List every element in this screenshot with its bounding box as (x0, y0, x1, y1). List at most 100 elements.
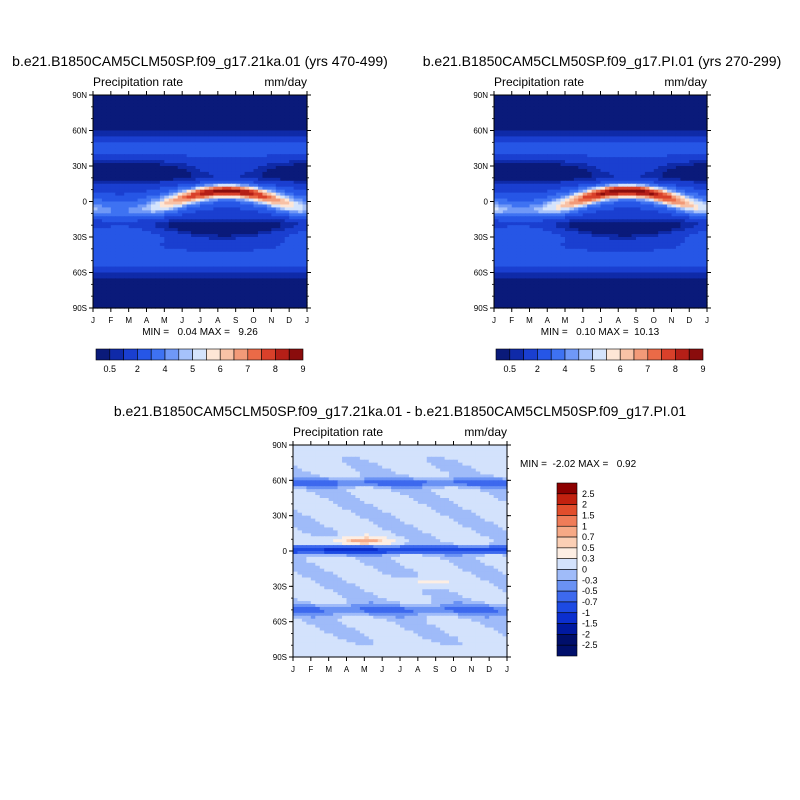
panel-1-cell (208, 219, 214, 223)
panel-2-cell (551, 166, 557, 170)
panel-1-cell (93, 136, 99, 140)
panel-1-cell (106, 254, 112, 259)
panel-1-cell (298, 171, 304, 176)
x-tick-label: S (233, 316, 238, 325)
panel-1-cell (168, 183, 174, 188)
panel-1-cell (293, 260, 299, 265)
panel-1-cell (266, 222, 272, 226)
panel-1-cell (146, 237, 152, 241)
panel-2-cell (671, 136, 677, 140)
panel-2-cell (516, 139, 522, 143)
panel-1-cell (204, 210, 210, 214)
panel-1-cell (186, 171, 192, 176)
panel-2-cell (604, 100, 610, 105)
panel-1-cell (217, 142, 223, 146)
panel-1-cell (150, 260, 157, 265)
panel-1-cell (289, 95, 295, 99)
panel-1-cell (298, 299, 304, 303)
panel-1-cell (298, 189, 304, 194)
panel-1-cell (280, 272, 286, 277)
panel-1-cell (195, 112, 201, 117)
panel-1-cell (289, 106, 295, 111)
panel-1-cell (177, 219, 183, 223)
panel-2-cell (520, 154, 526, 158)
panel-1-cell (289, 168, 295, 173)
panel-1-cell (142, 222, 148, 226)
panel-2-cell (631, 112, 637, 117)
panel-1-cell (110, 245, 116, 250)
panel-1-cell (133, 296, 139, 300)
panel-2-cell (702, 97, 708, 102)
panel-1-cell (155, 95, 161, 99)
panel-2-cell (653, 148, 659, 152)
panel-1-cell (204, 145, 210, 149)
panel-1-cell (266, 145, 272, 149)
panel-1-cell (244, 133, 250, 138)
panel-2-cell (631, 121, 637, 126)
panel-1-cell (128, 130, 134, 135)
panel-1-cell (150, 231, 157, 235)
panel-1-cell (115, 207, 121, 211)
panel-1-cell (124, 278, 130, 282)
panel-2-cell (609, 130, 615, 135)
panel-1-cell (146, 266, 152, 271)
panel-2-cell (640, 154, 646, 158)
panel-2-cell (667, 95, 673, 99)
panel-2-cell (684, 154, 690, 158)
panel-2-cell (613, 118, 619, 123)
panel-2-cell (502, 124, 508, 129)
panel-1-cell (240, 278, 246, 282)
panel-1-cell (195, 195, 201, 200)
panel-1-cell (284, 145, 290, 149)
panel-1-cell (186, 163, 192, 167)
panel-2-cell (653, 121, 659, 126)
panel-1-cell (240, 95, 246, 99)
panel-1-cell (244, 168, 250, 173)
panel-1-cell (240, 213, 246, 217)
panel-2-cell (498, 103, 504, 108)
panel-1-cell (128, 302, 134, 306)
panel-1-cell (164, 136, 170, 140)
panel-2-cell (613, 121, 619, 126)
panel-1-cell (266, 118, 272, 123)
panel-1-cell (249, 296, 255, 300)
panel-1-cell (182, 145, 188, 149)
panel-1-cell (204, 115, 210, 120)
panel-1-cell (195, 284, 201, 288)
panel-2-cell (511, 124, 517, 129)
panel-1-cell (302, 171, 308, 176)
panel-1-cell (128, 136, 134, 140)
panel-1-cell (124, 133, 130, 138)
panel-1-cell (289, 115, 295, 120)
panel-1-cell (280, 160, 286, 164)
panel-1-cell (182, 166, 188, 170)
panel-1-cell (253, 174, 259, 179)
panel-1-cell (106, 207, 112, 211)
panel-2-cell (494, 157, 500, 161)
panel-2-cell (525, 100, 531, 105)
panel-1-cell (217, 239, 223, 244)
panel-1-cell (200, 260, 206, 265)
panel-2-cell (631, 97, 637, 102)
panel-2-cell (511, 121, 517, 126)
panel-1-cell (101, 210, 107, 214)
panel-1-cell (101, 183, 107, 188)
panel-1-cell (257, 234, 264, 238)
panel-1-cell (93, 133, 99, 138)
panel-2-cell (622, 139, 628, 143)
panel-1-cell (115, 121, 121, 126)
panel-1-cell (186, 124, 192, 129)
panel-1-cell (97, 189, 103, 194)
panel-1-cell (146, 186, 152, 191)
panel-1-cell (133, 201, 139, 206)
panel-2-cell (684, 148, 690, 152)
panel-1-cell (266, 263, 272, 268)
panel-2-cell (578, 163, 584, 167)
panel-1-cell (146, 201, 152, 206)
panel-2-cell (618, 95, 624, 99)
panel-1-cell (240, 115, 246, 120)
panel-1-cell (257, 302, 264, 306)
panel-1-cell (186, 269, 192, 274)
panel-1-cell (240, 299, 246, 303)
panel-1-cell (128, 142, 134, 146)
